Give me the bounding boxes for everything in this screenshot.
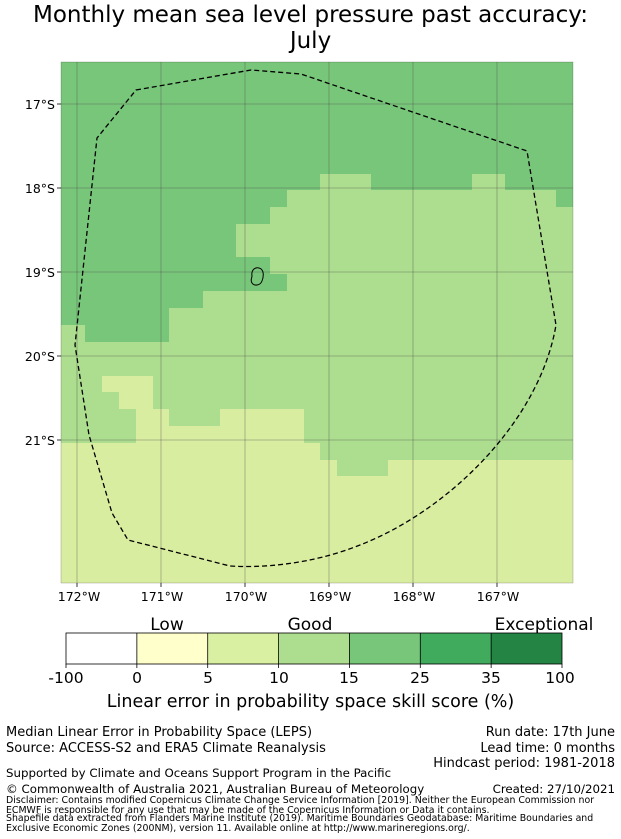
eez-boundary xyxy=(74,69,557,568)
title-line-1: Monthly mean sea level pressure past acc… xyxy=(33,2,588,28)
colorbar-tick-0: -100 xyxy=(48,669,83,687)
map-title: Monthly mean sea level pressure past acc… xyxy=(0,2,621,54)
map-gridlines xyxy=(61,62,573,583)
colorbar xyxy=(65,632,563,668)
colorbar-category-good: Good xyxy=(288,615,333,635)
method-text: Median Linear Error in Probability Space… xyxy=(6,725,313,740)
colorbar-swatch-4 xyxy=(349,633,421,664)
lat-label-21: 21°S xyxy=(25,433,55,448)
shapefile-line-2: Exclusive Economic Zones (200NM), versio… xyxy=(6,823,470,834)
lat-label-20: 20°S xyxy=(25,349,55,364)
colorbar-swatch-3 xyxy=(278,633,350,664)
lat-label-18: 18°S xyxy=(25,181,55,196)
lead-time-text: Lead time: 0 months xyxy=(480,741,615,756)
lon-label-168: 168°W xyxy=(393,589,435,604)
lon-label-171: 171°W xyxy=(141,589,183,604)
colorbar-tick-5: 25 xyxy=(410,669,430,687)
disclaimer-line-1: Disclaimer: Contains modified Copernicus… xyxy=(6,795,595,806)
colorbar-swatch-0 xyxy=(66,633,137,664)
map-cells xyxy=(61,62,573,583)
shapefile-line-1: Shapefile data extracted from Flanders M… xyxy=(6,813,594,824)
title-line-2: July xyxy=(289,28,332,54)
lon-label-167: 167°W xyxy=(477,589,519,604)
map-frame xyxy=(60,61,574,584)
colorbar-tick-7: 100 xyxy=(545,669,575,687)
colorbar-swatch-2 xyxy=(207,633,279,664)
colorbar-category-low: Low xyxy=(150,615,184,635)
copyright-text: © Commonwealth of Australia 2021, Austra… xyxy=(6,782,425,796)
colorbar-swatch-6 xyxy=(491,633,562,664)
colorbar-swatch-1 xyxy=(136,633,208,664)
created-text: Created: 27/10/2021 xyxy=(492,782,615,796)
colorbar-tick-4: 15 xyxy=(339,669,359,687)
lon-label-169: 169°W xyxy=(309,589,351,604)
colorbar-category-exceptional: Exceptional xyxy=(495,615,594,635)
colorbar-tick-2: 5 xyxy=(203,669,213,687)
source-text: Source: ACCESS-S2 and ERA5 Climate Reana… xyxy=(6,741,326,756)
support-text: Supported by Climate and Oceans Support … xyxy=(6,766,392,780)
colorbar-tick-1: 0 xyxy=(132,669,142,687)
lat-label-17: 17°S xyxy=(25,97,55,112)
colorbar-swatch-5 xyxy=(420,633,492,664)
colorbar-label: Linear error in probability space skill … xyxy=(106,692,515,712)
colorbar-tick-3: 10 xyxy=(269,669,289,687)
disclaimer-line-2: ECMWF is responsible for any use that ma… xyxy=(6,805,490,816)
lon-label-172: 172°W xyxy=(58,589,100,604)
run-date-text: Run date: 17th June xyxy=(485,725,615,740)
y-ticks xyxy=(57,103,61,441)
x-ticks xyxy=(76,583,498,587)
lat-label-19: 19°S xyxy=(25,265,55,280)
island-outline xyxy=(250,267,264,286)
lon-label-170: 170°W xyxy=(225,589,267,604)
cell-15-25 xyxy=(61,62,573,342)
colorbar-frame xyxy=(65,632,563,665)
colorbar-tick-6: 35 xyxy=(481,669,501,687)
hindcast-text: Hindcast period: 1981-2018 xyxy=(433,756,615,771)
